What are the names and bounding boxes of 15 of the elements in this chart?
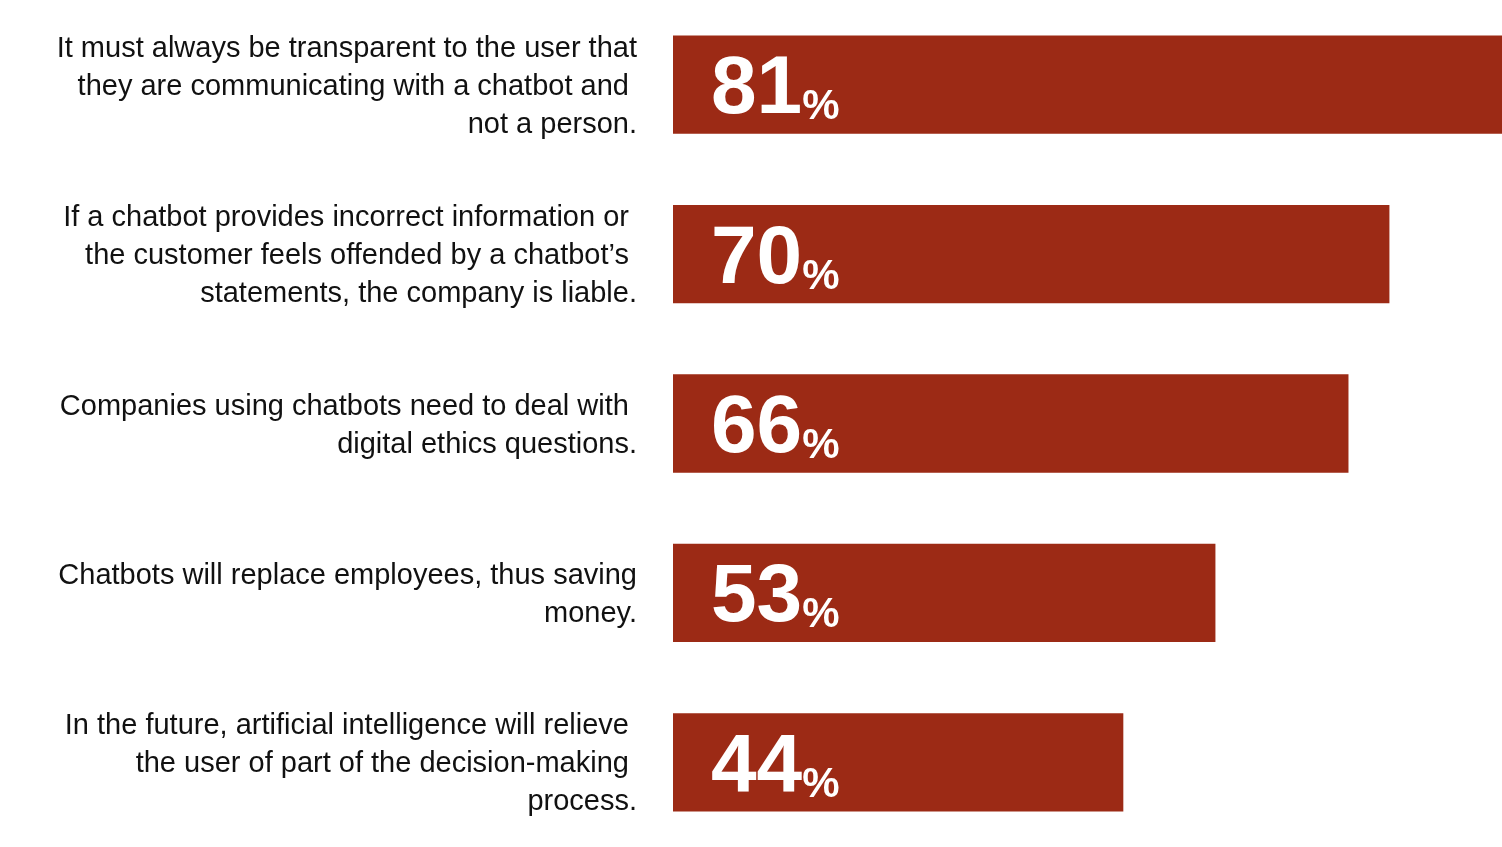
bar	[673, 204, 1390, 304]
y-tick-label: It must always be transparent to the user that they are communicating with a chatbot and not a person.	[56, 30, 637, 139]
bar	[673, 713, 1124, 812]
data-label: 44%	[711, 716, 840, 808]
data-label: 53%	[711, 547, 840, 639]
data-label: 70%	[711, 208, 840, 300]
bar	[673, 543, 1216, 643]
y-tick-label: If a chatbot provides incorrect information or the customer feels offended by a chatbot’s statements, the company is liable.	[63, 200, 637, 309]
y-tick-label: Companies using chatbots need to deal with digital ethics questions.	[59, 388, 637, 459]
bar	[673, 374, 1349, 473]
y-tick-label: Chatbots will replace employees, thus saving money.	[58, 557, 637, 628]
bar	[673, 35, 1502, 134]
data-label: 66%	[711, 378, 840, 469]
data-label: 81%	[711, 39, 840, 131]
y-tick-label: In the future, artificial intelligence will relieve the user of part of the decision-making process.	[64, 708, 637, 817]
